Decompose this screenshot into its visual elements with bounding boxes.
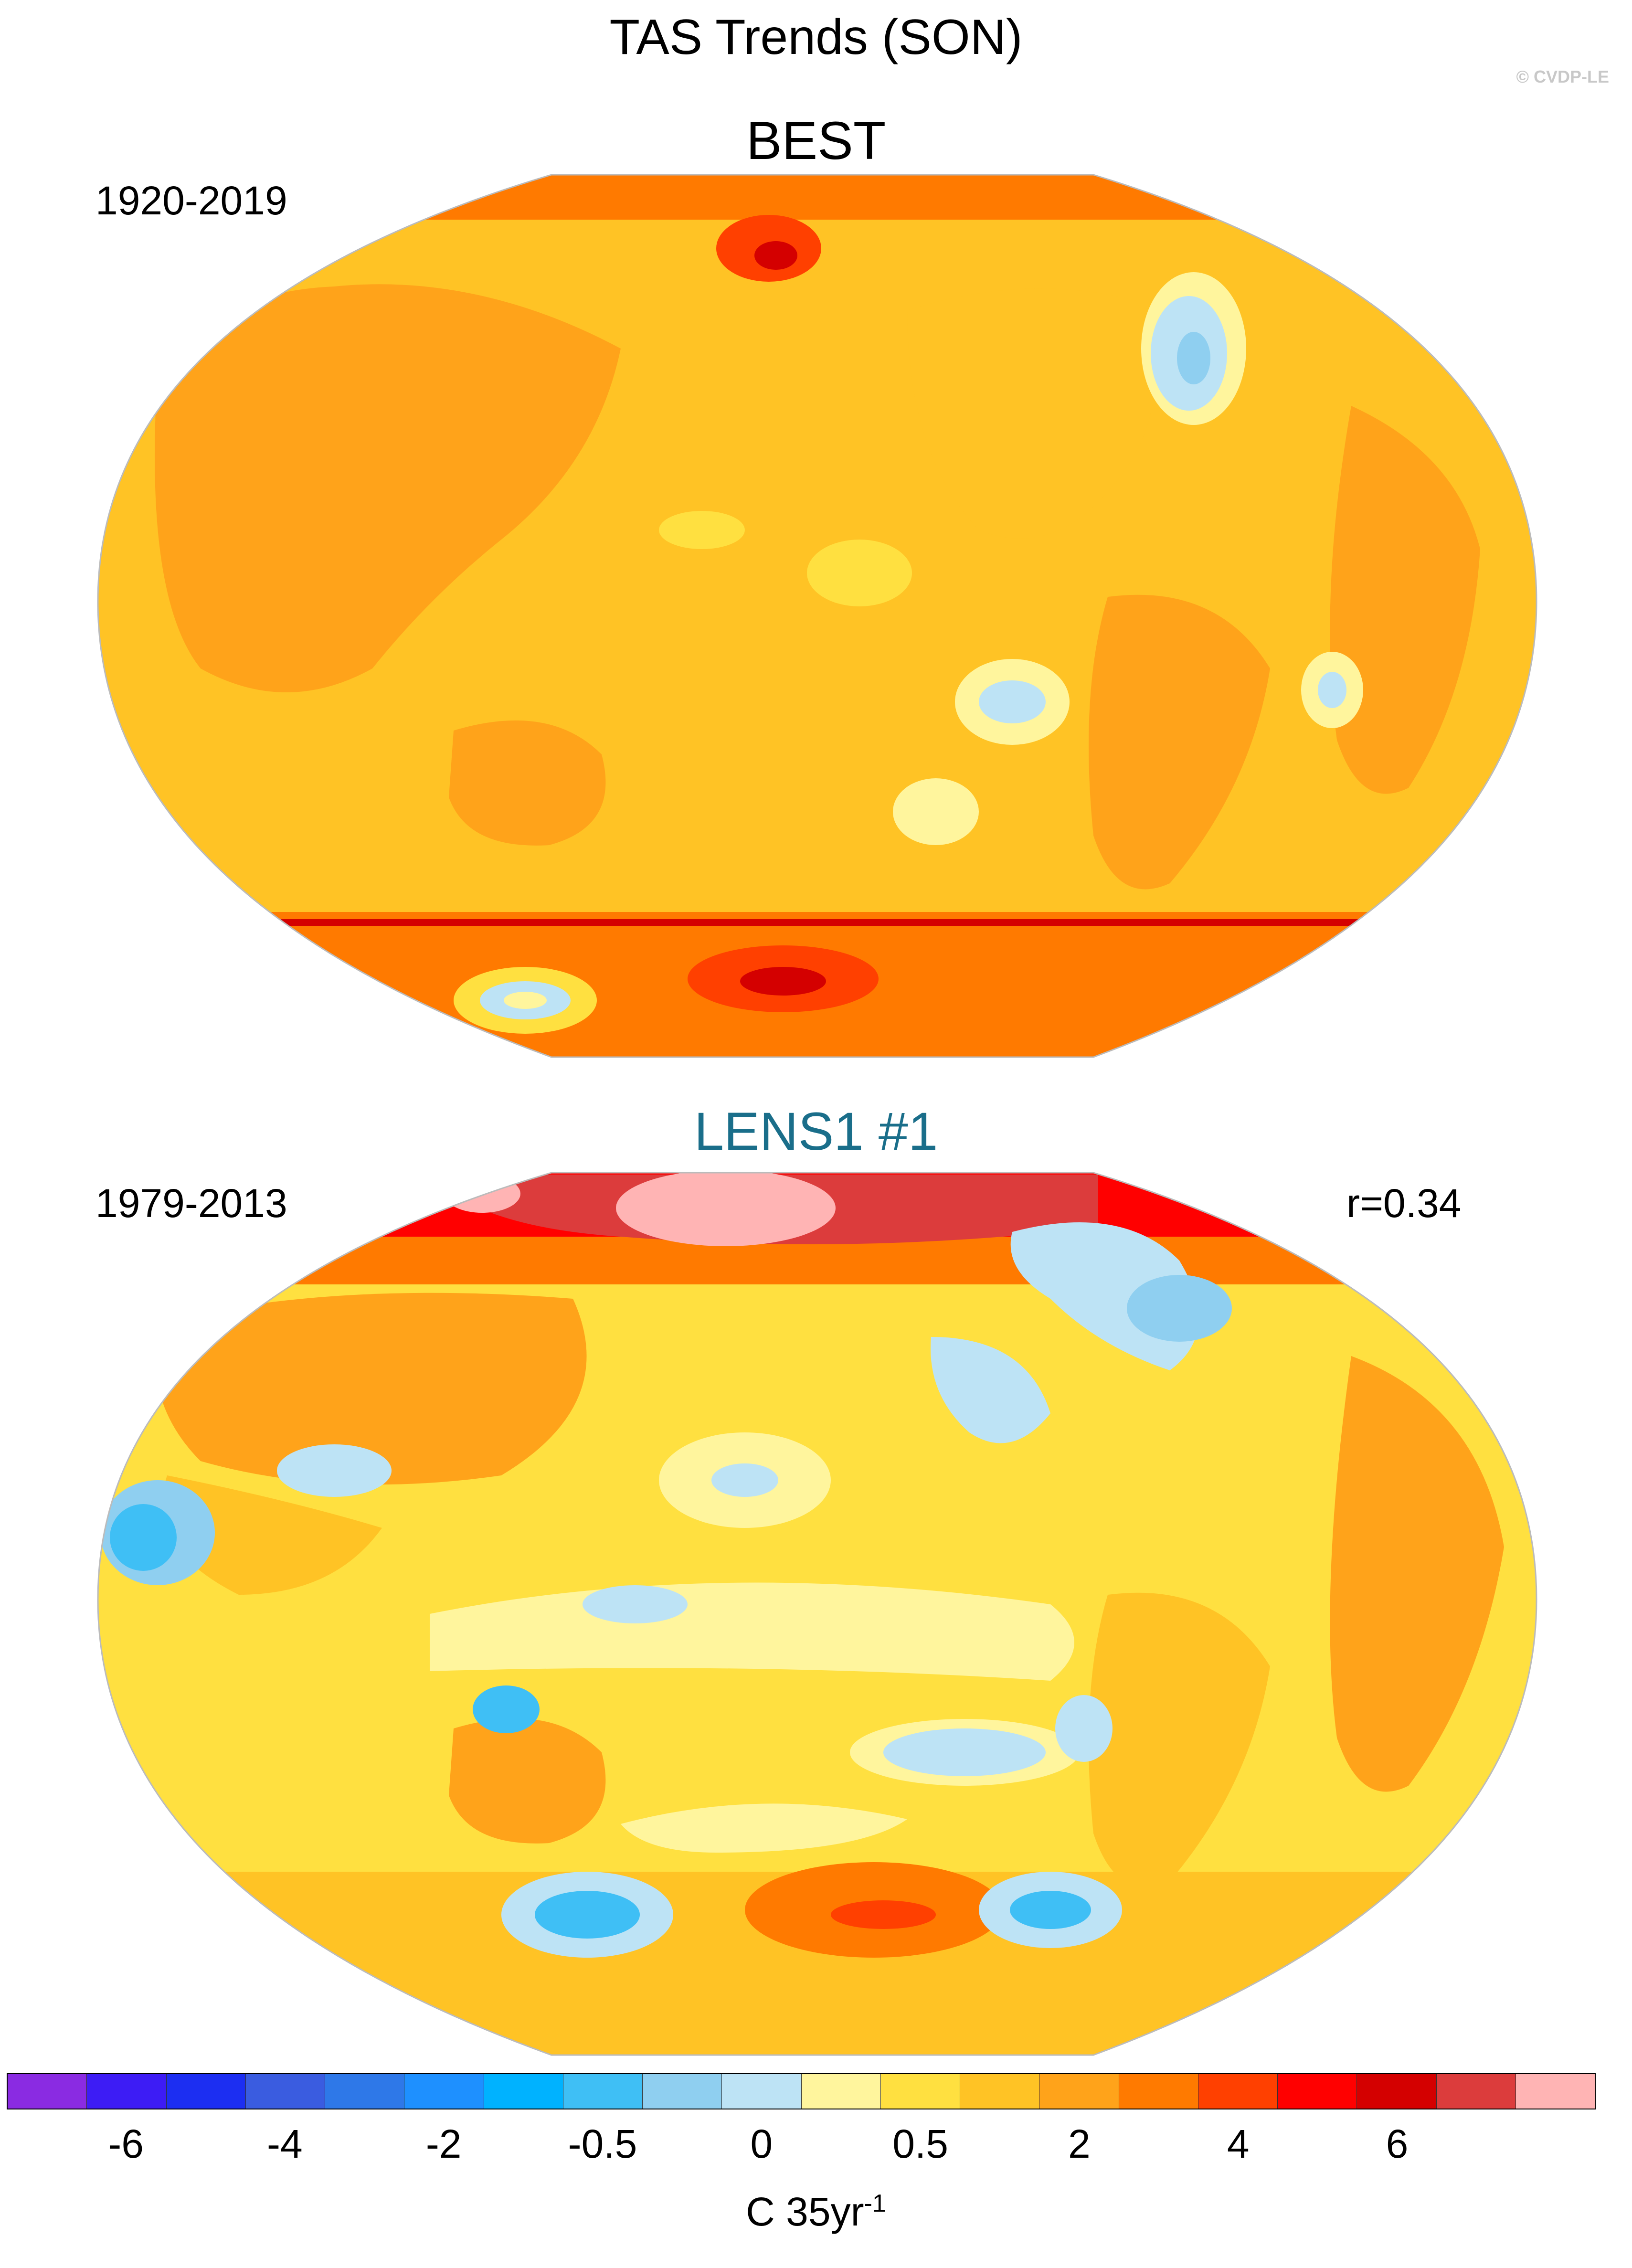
- colorbar-box: [87, 2074, 167, 2109]
- colorbar-box: [484, 2074, 563, 2109]
- panel-2-title: LENS1 #1: [694, 1102, 938, 1161]
- colorbar-tick-label: -0.5: [568, 2121, 637, 2166]
- colorbar-box: [1198, 2074, 1278, 2109]
- colorbar-tick-label: 6: [1386, 2121, 1409, 2166]
- colorbar-box: [1039, 2074, 1119, 2109]
- colorbar-box: [1436, 2074, 1516, 2109]
- colorbar-box: [643, 2074, 722, 2109]
- colorbar-box: [245, 2074, 325, 2109]
- figure-title: TAS Trends (SON): [609, 10, 1023, 65]
- colorbar-box: [1119, 2074, 1198, 2109]
- colorbar-units-label: C 35yr: [746, 2189, 864, 2234]
- colorbar: [7, 2073, 1596, 2109]
- colorbar-box: [880, 2074, 960, 2109]
- colorbar-box: [801, 2074, 881, 2109]
- colorbar-tick-label: 0: [750, 2121, 773, 2166]
- colorbar-box: [1357, 2074, 1437, 2109]
- colorbar-units-exponent: -1: [864, 2190, 886, 2217]
- colorbar-box: [722, 2074, 802, 2109]
- colorbar-tick-label: 4: [1227, 2121, 1250, 2166]
- colorbar-box: [325, 2074, 405, 2109]
- colorbar-units: C 35yr-1: [0, 2177, 1632, 2238]
- colorbar-tick-label: -2: [425, 2121, 462, 2166]
- panel-2-map: [97, 1172, 1537, 2056]
- credit-watermark: © CVDP-LE: [1516, 67, 1609, 86]
- colorbar-box: [1278, 2074, 1357, 2109]
- colorbar-box: [404, 2074, 484, 2109]
- panel-2-period: 1979-2013: [95, 1181, 287, 1226]
- panel-1-title: BEST: [746, 111, 886, 170]
- colorbar-box: [166, 2074, 246, 2109]
- colorbar-tick-label: -6: [108, 2121, 144, 2166]
- panel-2-correlation: r=0.34: [1346, 1181, 1462, 1226]
- panel-1-period: 1920-2019: [95, 178, 287, 223]
- colorbar-box: [1515, 2074, 1595, 2109]
- colorbar-tick-label: 2: [1068, 2121, 1091, 2166]
- colorbar-tick-label: -4: [267, 2121, 303, 2166]
- colorbar-box: [8, 2074, 87, 2109]
- colorbar-tick-label: 0.5: [892, 2121, 948, 2166]
- panel-1-map: [97, 174, 1537, 1058]
- colorbar-box: [563, 2074, 643, 2109]
- colorbar-box: [960, 2074, 1040, 2109]
